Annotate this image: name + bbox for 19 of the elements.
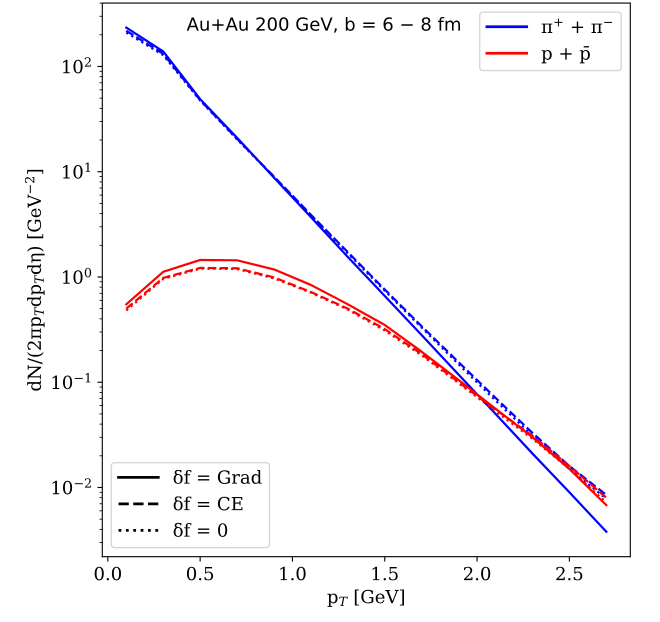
x-tick-label: 2.5	[556, 566, 582, 580]
y-tick-label: 10$^{−2}$	[52, 478, 91, 494]
y-tick-label: 10$^{2}$	[63, 57, 91, 74]
x-tick-label: 0.0	[94, 566, 121, 580]
x-tick-label: 2.0	[464, 566, 490, 580]
x-axis-title: p$_{T}$ [GeV]	[327, 589, 404, 607]
y-tick-label: 10$^{0}$	[63, 268, 92, 284]
x-tick-label: 0.5	[186, 566, 214, 580]
y-tick-label: 10$^{−1}$	[52, 373, 90, 390]
legend-label: p + p̄	[542, 46, 590, 64]
annotation: δf = Grad	[174, 470, 262, 484]
legend-label: π$^{+}$ + π$^{−}$	[542, 18, 612, 33]
y-tick-label: 10$^{1}$	[63, 162, 90, 179]
annotation: δf = 0	[174, 522, 228, 537]
y-axis-title: dN/(2πp$_{T}$dp$_{T}$dη) [GeV$^{−2}$]	[24, 170, 45, 391]
annotation: δf = CE	[174, 496, 242, 510]
text: Au+Au 200 GeV, b = 6 − 8 fm	[186, 16, 460, 33]
x-tick-label: 1.5	[372, 566, 398, 580]
x-tick-label: 1.0	[280, 566, 306, 580]
